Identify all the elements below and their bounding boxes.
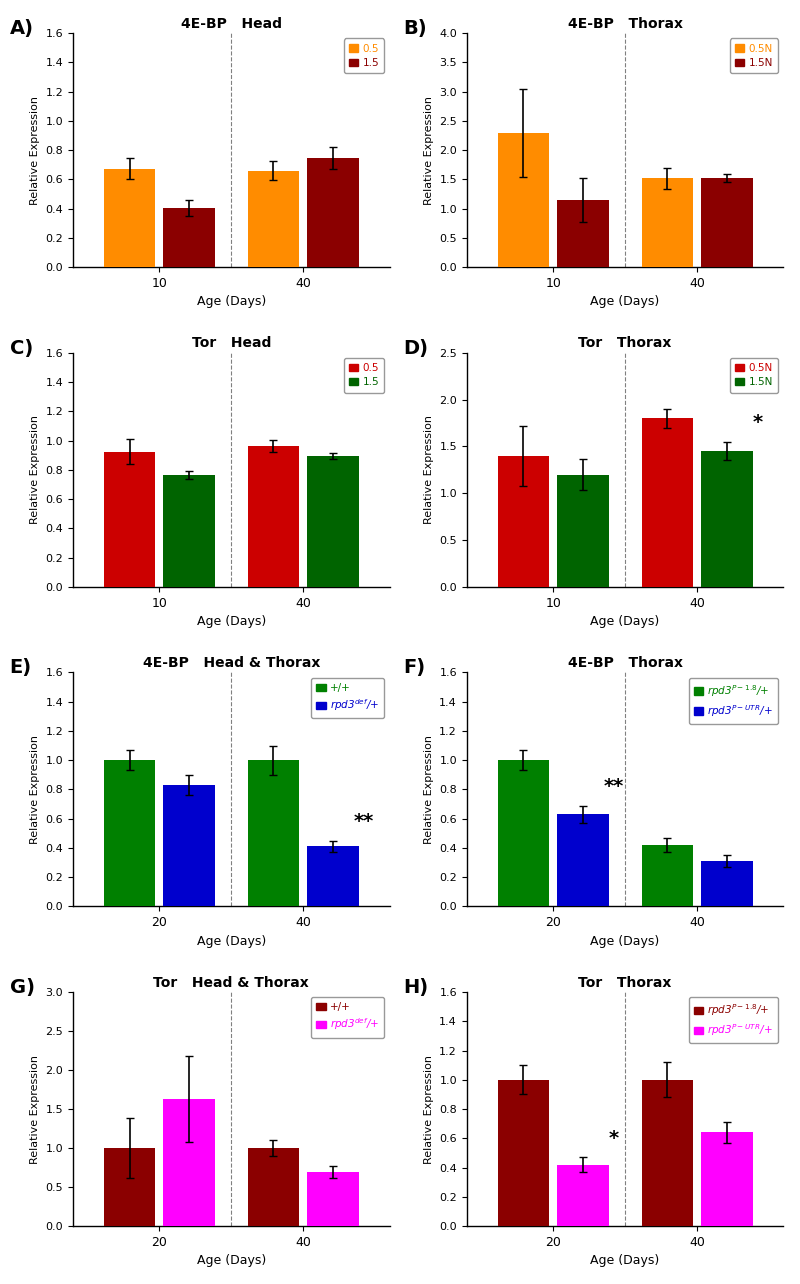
Legend: rpd3$^{P-1.8}$/+, rpd3$^{P-UTR}$/+: rpd3$^{P-1.8}$/+, rpd3$^{P-UTR}$/+ [689, 678, 778, 724]
Y-axis label: Relative Expression: Relative Expression [30, 1054, 40, 1163]
X-axis label: Age (Days): Age (Days) [197, 615, 266, 628]
Title: 4E-BP   Thorax: 4E-BP Thorax [567, 656, 682, 670]
Title: 4E-BP   Head & Thorax: 4E-BP Head & Thorax [142, 656, 320, 670]
Text: *: * [753, 413, 762, 433]
Text: D): D) [403, 339, 429, 358]
Text: **: ** [354, 813, 374, 831]
Bar [498, 456, 549, 587]
Text: H): H) [403, 978, 429, 996]
Text: C): C) [10, 339, 33, 358]
Bar [248, 171, 299, 267]
Bar [307, 158, 358, 267]
X-axis label: Age (Days): Age (Days) [197, 1254, 266, 1267]
Bar [498, 760, 549, 907]
Bar [701, 451, 753, 587]
Bar [307, 1172, 358, 1226]
Title: Tor   Head & Thorax: Tor Head & Thorax [154, 976, 309, 990]
Bar [163, 208, 215, 267]
Y-axis label: Relative Expression: Relative Expression [30, 734, 40, 844]
Legend: rpd3$^{P-1.8}$/+, rpd3$^{P-UTR}$/+: rpd3$^{P-1.8}$/+, rpd3$^{P-UTR}$/+ [689, 998, 778, 1044]
X-axis label: Age (Days): Age (Days) [197, 935, 266, 948]
X-axis label: Age (Days): Age (Days) [590, 615, 660, 628]
Title: Tor   Head: Tor Head [192, 336, 271, 351]
Bar [163, 785, 215, 907]
X-axis label: Age (Days): Age (Days) [197, 295, 266, 308]
Bar [104, 452, 155, 587]
Bar [498, 1080, 549, 1226]
Legend: 0.5N, 1.5N: 0.5N, 1.5N [730, 358, 778, 393]
Bar [248, 1148, 299, 1226]
Y-axis label: Relative Expression: Relative Expression [30, 415, 40, 524]
X-axis label: Age (Days): Age (Days) [590, 295, 660, 308]
Bar [498, 132, 549, 267]
Text: F): F) [403, 659, 426, 678]
Y-axis label: Relative Expression: Relative Expression [424, 734, 434, 844]
Bar [558, 814, 609, 907]
Legend: 0.5N, 1.5N: 0.5N, 1.5N [730, 39, 778, 73]
Title: 4E-BP   Head: 4E-BP Head [181, 17, 282, 31]
Bar [558, 475, 609, 587]
Bar [307, 846, 358, 907]
Bar [642, 419, 693, 587]
X-axis label: Age (Days): Age (Days) [590, 935, 660, 948]
Bar [642, 845, 693, 907]
Bar [248, 446, 299, 587]
Text: E): E) [10, 659, 32, 678]
Y-axis label: Relative Expression: Relative Expression [424, 415, 434, 524]
Bar [104, 168, 155, 267]
Bar [104, 1148, 155, 1226]
Bar [642, 178, 693, 267]
Bar [558, 200, 609, 267]
Text: G): G) [10, 978, 34, 996]
Bar [701, 178, 753, 267]
Text: B): B) [403, 19, 427, 39]
Bar [558, 1165, 609, 1226]
Title: 4E-BP   Thorax: 4E-BP Thorax [567, 17, 682, 31]
Bar [248, 760, 299, 907]
Bar [163, 475, 215, 587]
Title: Tor   Thorax: Tor Thorax [578, 976, 672, 990]
Text: A): A) [10, 19, 34, 39]
Title: Tor   Thorax: Tor Thorax [578, 336, 672, 351]
Y-axis label: Relative Expression: Relative Expression [424, 96, 434, 204]
Legend: 0.5, 1.5: 0.5, 1.5 [344, 358, 384, 393]
Legend: 0.5, 1.5: 0.5, 1.5 [344, 39, 384, 73]
X-axis label: Age (Days): Age (Days) [590, 1254, 660, 1267]
Bar [701, 1132, 753, 1226]
Bar [163, 1099, 215, 1226]
Bar [307, 456, 358, 587]
Bar [642, 1080, 693, 1226]
Legend: +/+, rpd3$^{def}$/+: +/+, rpd3$^{def}$/+ [311, 678, 384, 718]
Text: *: * [609, 1129, 619, 1148]
Y-axis label: Relative Expression: Relative Expression [424, 1054, 434, 1163]
Legend: +/+, rpd3$^{def}$/+: +/+, rpd3$^{def}$/+ [311, 998, 384, 1037]
Bar [104, 760, 155, 907]
Bar [701, 862, 753, 907]
Y-axis label: Relative Expression: Relative Expression [30, 96, 40, 204]
Text: **: ** [604, 777, 624, 796]
